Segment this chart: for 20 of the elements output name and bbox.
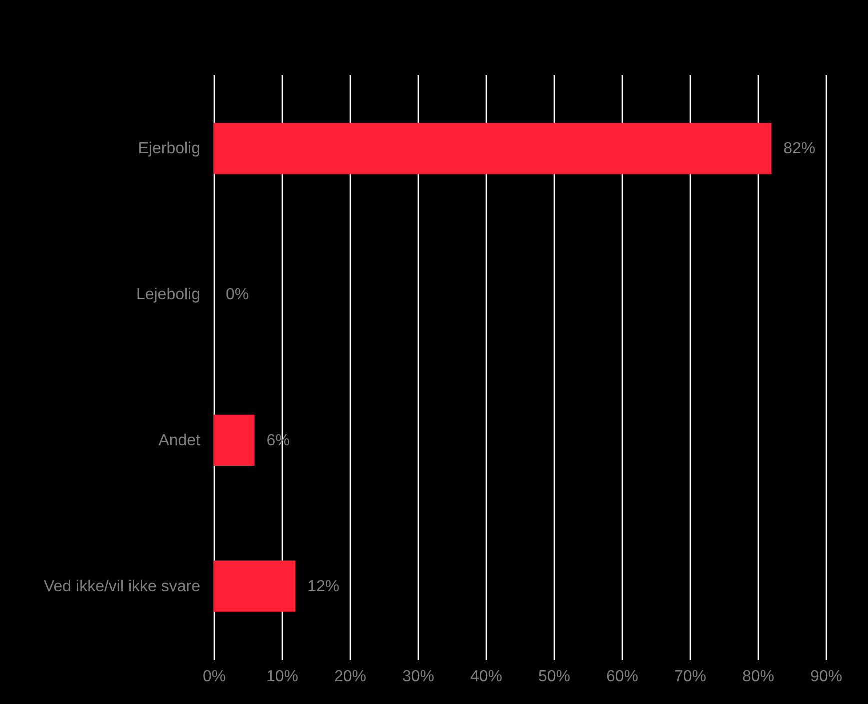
bar — [214, 123, 772, 174]
data-label: 82% — [784, 140, 816, 158]
y-tick-label: Ejerbolig — [138, 140, 200, 158]
x-tick-label: 60% — [606, 668, 639, 686]
x-tick-label: 70% — [674, 668, 707, 686]
x-tick-label: 50% — [538, 668, 571, 686]
x-tick-label: 0% — [202, 668, 226, 686]
x-tick-label: 30% — [402, 668, 435, 686]
x-tick-label: 20% — [334, 668, 367, 686]
bar — [214, 414, 255, 466]
x-tick-label: 10% — [266, 668, 299, 686]
x-tick-label: 80% — [742, 668, 775, 686]
data-label: 0% — [226, 286, 250, 304]
data-label: 12% — [308, 578, 340, 596]
x-tick-label: 40% — [470, 668, 503, 686]
y-tick-label: Ved ikke/vil ikke svare — [44, 578, 201, 596]
x-tick-label: 90% — [810, 668, 843, 686]
y-tick-label: Andet — [158, 432, 202, 450]
y-tick-label: Lejebolig — [136, 286, 200, 304]
bar — [214, 560, 296, 612]
